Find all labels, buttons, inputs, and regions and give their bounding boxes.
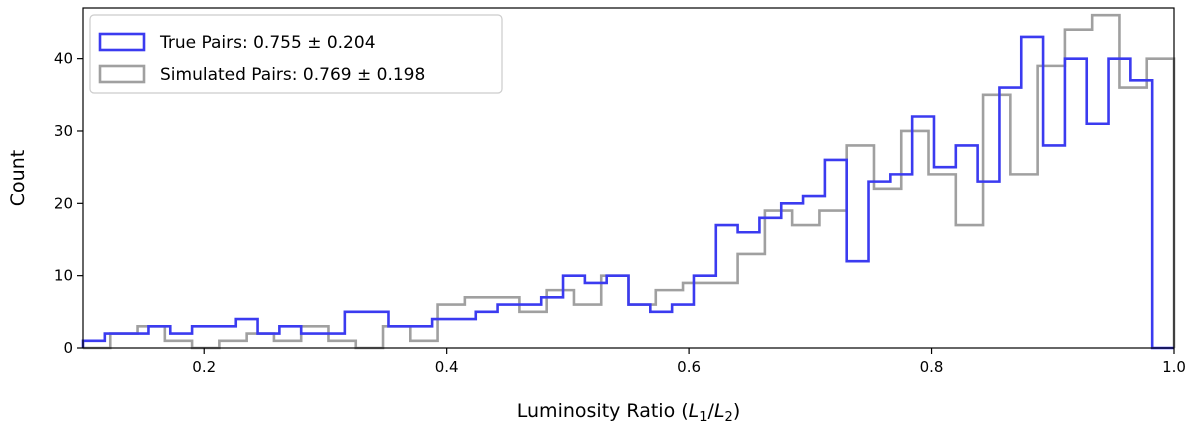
axes: 0.2 0.4 0.6 0.8 1.0 0 10 20 30 40 Luminosity Ratio…: [7, 7, 1186, 423]
y-tick-label: 40: [54, 50, 73, 68]
x-tick-label: 0.2: [192, 358, 216, 376]
legend-simulated-pairs-swatch: [98, 64, 146, 84]
legend: True Pairs: 0.755 ± 0.204 Simulated Pairs…: [89, 14, 503, 94]
legend-box: [89, 14, 503, 94]
y-axis-label: Count: [7, 150, 29, 206]
y-tick-label: 30: [54, 122, 73, 140]
x-tick-label: 0.8: [920, 358, 944, 376]
legend-simulated-pairs-label: Simulated Pairs: 0.769 ± 0.198: [160, 65, 425, 85]
series-layer: [81, 13, 1176, 350]
y-tick-label: 20: [54, 194, 73, 212]
axes-frame: [82, 7, 1175, 349]
true-pairs-series: [81, 35, 1174, 350]
y-tick-label: 0: [63, 339, 73, 357]
x-tick-label: 1.0: [1162, 358, 1186, 376]
legend-true-pairs-label: True Pairs: 0.755 ± 0.204: [159, 33, 376, 53]
x-tick-label: 0.6: [677, 358, 701, 376]
x-tick-label: 0.4: [435, 358, 459, 376]
x-axis-label: Luminosity Ratio (L1/L2): [517, 400, 740, 423]
legend-true-pairs-swatch: [98, 32, 146, 52]
y-tick-label: 10: [54, 267, 73, 285]
